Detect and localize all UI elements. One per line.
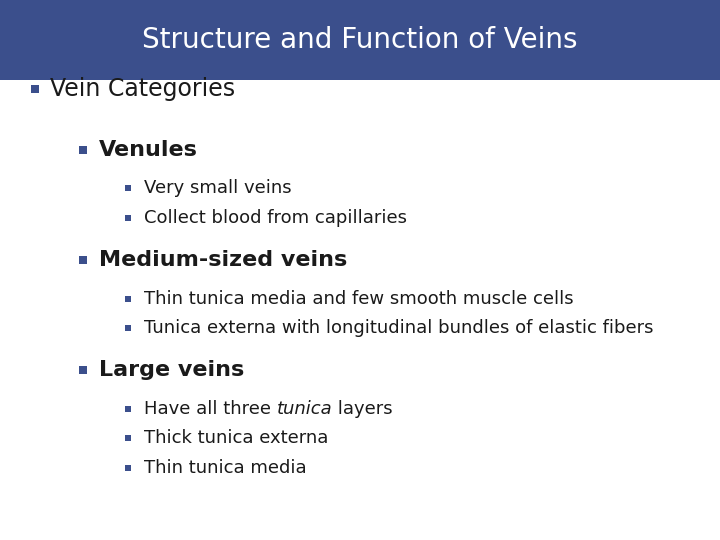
- Text: Thin tunica media and few smooth muscle cells: Thin tunica media and few smooth muscle …: [144, 289, 574, 308]
- Text: Thin tunica media: Thin tunica media: [144, 459, 307, 477]
- Text: Venules: Venules: [99, 139, 197, 160]
- Text: Vein Categories: Vein Categories: [50, 77, 235, 101]
- Text: Large veins: Large veins: [99, 360, 244, 380]
- Text: Collect blood from capillaries: Collect blood from capillaries: [144, 209, 407, 227]
- FancyBboxPatch shape: [0, 0, 720, 80]
- Text: tunica: tunica: [276, 400, 333, 418]
- Text: Tunica externa with longitudinal bundles of elastic fibers: Tunica externa with longitudinal bundles…: [144, 319, 654, 338]
- Text: Medium-sized veins: Medium-sized veins: [99, 249, 347, 270]
- Text: Thick tunica externa: Thick tunica externa: [144, 429, 328, 448]
- Text: Have all three: Have all three: [144, 400, 276, 418]
- Text: layers: layers: [333, 400, 393, 418]
- Text: Structure and Function of Veins: Structure and Function of Veins: [143, 26, 577, 54]
- Text: Very small veins: Very small veins: [144, 179, 292, 198]
